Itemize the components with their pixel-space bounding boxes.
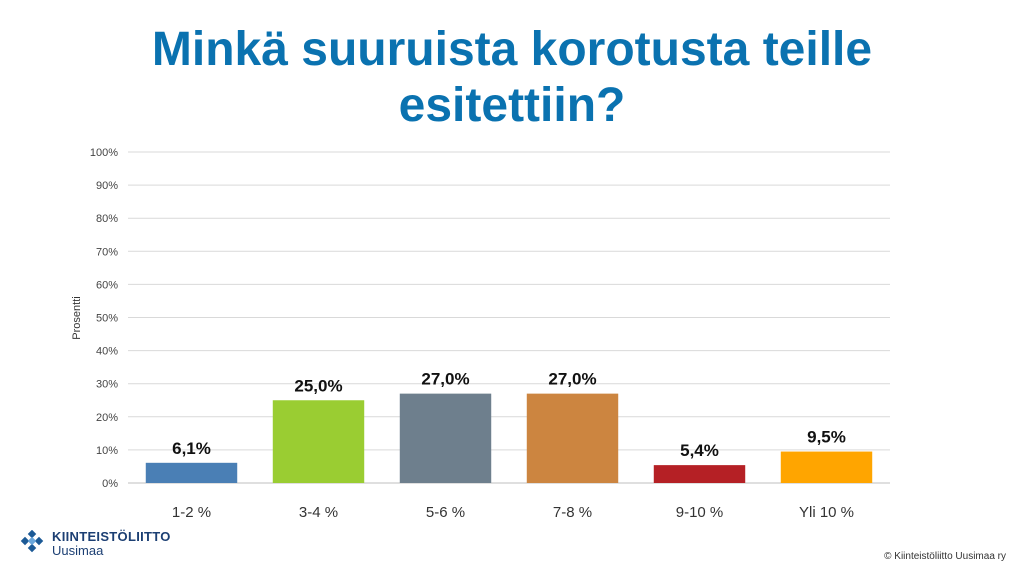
data-labels: 6,1% 25,0% 27,0% 27,0% 5,4% 9,5% bbox=[172, 370, 846, 460]
data-label: 6,1% bbox=[172, 439, 211, 458]
data-label: 27,0% bbox=[548, 370, 596, 389]
y-tick-label: 10% bbox=[96, 445, 118, 457]
logo-sub: Uusimaa bbox=[52, 543, 104, 558]
bars bbox=[145, 393, 873, 483]
data-label: 9,5% bbox=[807, 428, 846, 447]
y-tick-label: 100% bbox=[90, 147, 118, 159]
gridlines bbox=[128, 151, 890, 484]
category-label: 5-6 % bbox=[426, 504, 465, 521]
category-label: 9-10 % bbox=[676, 504, 724, 521]
y-tick-label: 90% bbox=[96, 180, 118, 192]
data-label: 25,0% bbox=[294, 376, 342, 395]
title-line-2: esitettiin? bbox=[398, 79, 626, 132]
data-label: 27,0% bbox=[421, 370, 469, 389]
category-label: 1-2 % bbox=[172, 504, 211, 521]
bar bbox=[780, 451, 873, 483]
copyright-text: © Kiinteistöliitto Uusimaa ry bbox=[884, 551, 1006, 562]
y-tick-label: 40% bbox=[96, 346, 118, 358]
logo: KIINTEISTÖLIITTO Uusimaa bbox=[18, 530, 171, 558]
slide-title: Minkä suuruista korotusta teille esitett… bbox=[0, 22, 1024, 134]
y-tick-label: 70% bbox=[96, 246, 118, 258]
y-tick-label: 20% bbox=[96, 412, 118, 424]
category-label: Yli 10 % bbox=[799, 504, 854, 521]
y-tick-label: 30% bbox=[96, 379, 118, 391]
category-label: 7-8 % bbox=[553, 504, 592, 521]
data-label: 5,4% bbox=[680, 441, 719, 460]
y-axis-label: Prosentti bbox=[71, 296, 83, 339]
bar bbox=[399, 393, 492, 483]
logo-diamond-icon bbox=[20, 530, 44, 553]
bar bbox=[145, 462, 238, 483]
logo-name: KIINTEISTÖLIITTO bbox=[52, 529, 171, 544]
y-tick-label: 50% bbox=[96, 313, 118, 325]
category-labels: 1-2 % 3-4 % 5-6 % 7-8 % 9-10 % Yli 10 % bbox=[172, 504, 854, 521]
y-tick-label: 0% bbox=[102, 478, 118, 490]
y-tick-label: 60% bbox=[96, 279, 118, 291]
bar bbox=[272, 400, 365, 483]
bar bbox=[526, 393, 619, 483]
category-label: 3-4 % bbox=[299, 504, 338, 521]
y-tick-label: 80% bbox=[96, 213, 118, 225]
bar bbox=[653, 465, 746, 483]
y-axis-ticks: 0% 10% 20% 30% 40% 50% 60% 70% 80% 90% 100% bbox=[90, 147, 118, 490]
title-line-1: Minkä suuruista korotusta teille bbox=[151, 23, 873, 76]
